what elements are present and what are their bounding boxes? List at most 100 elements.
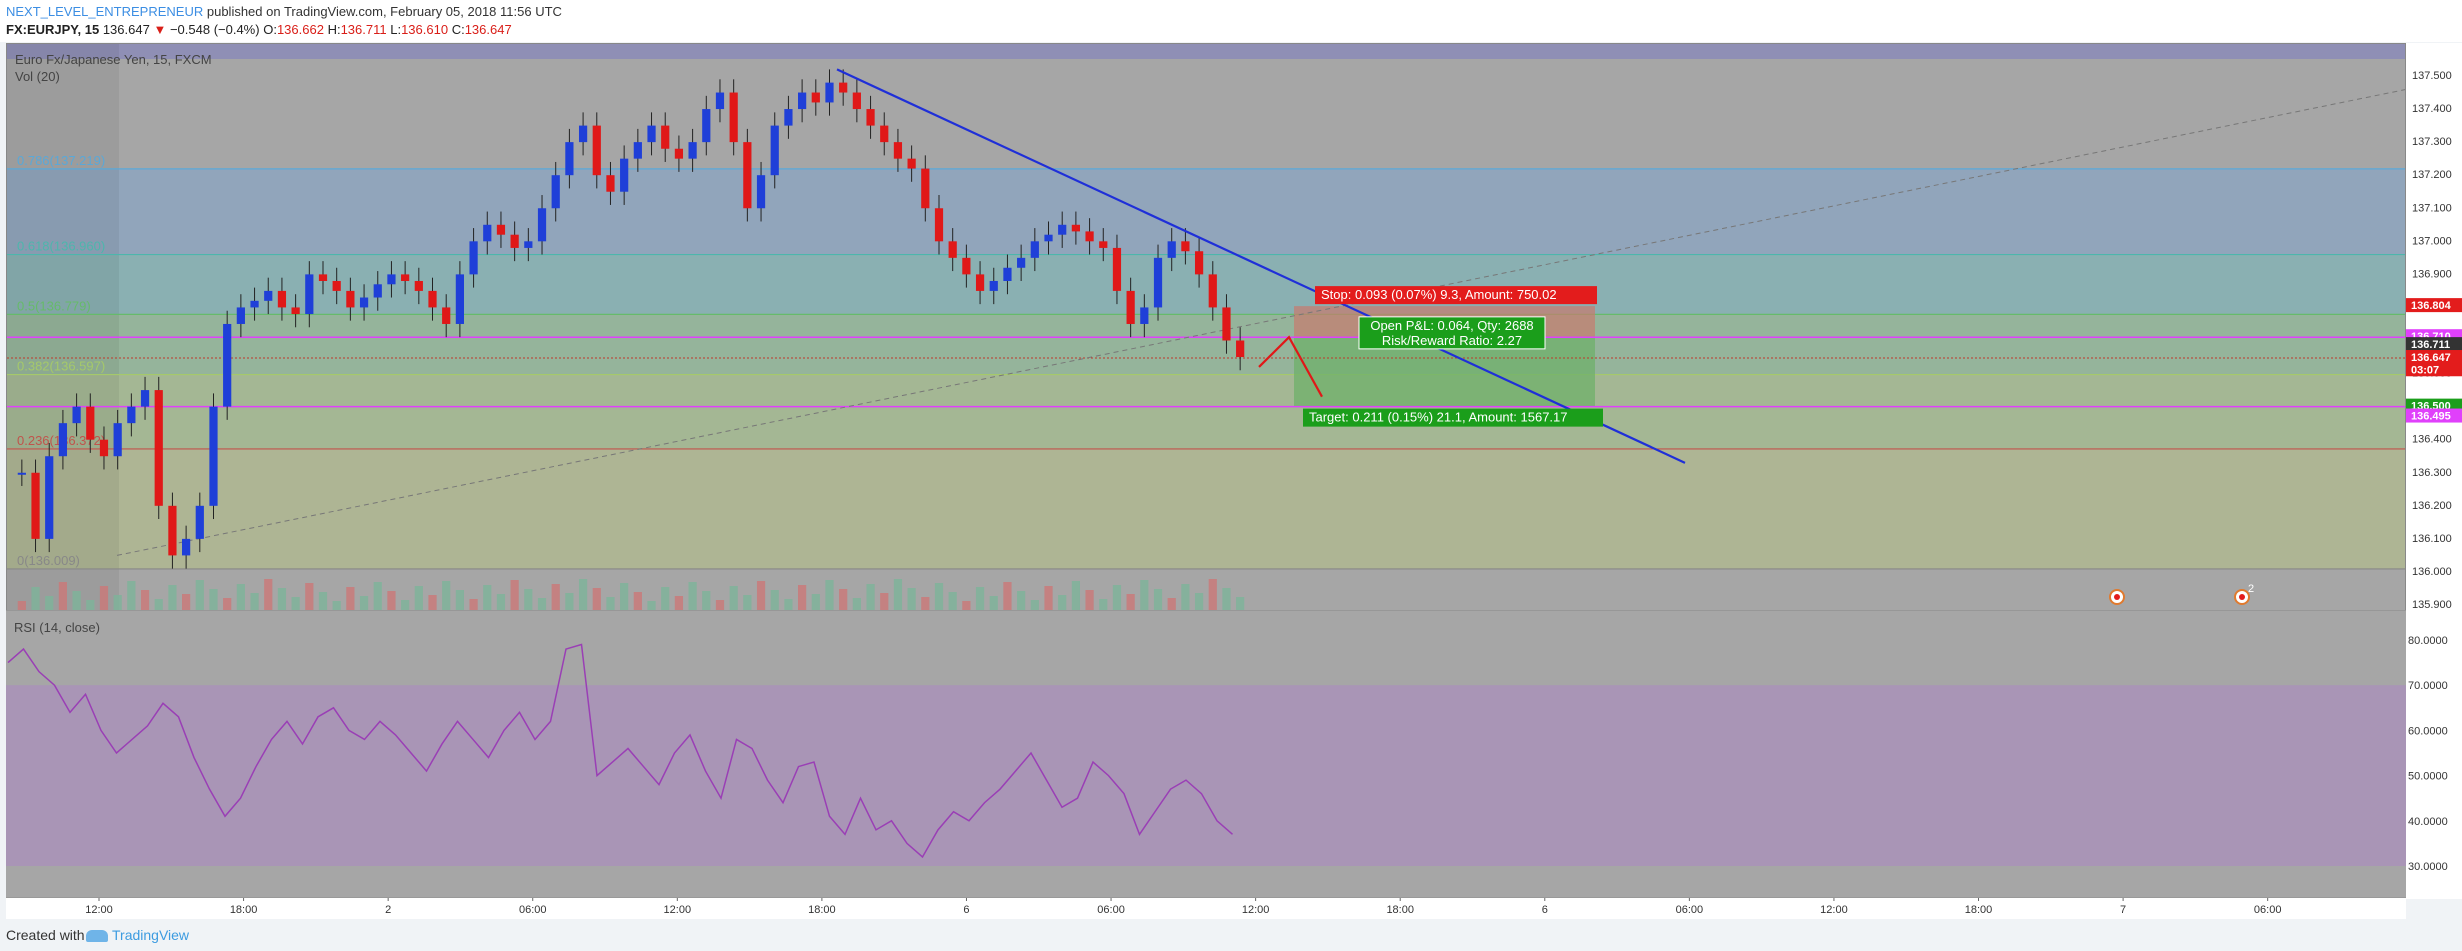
candle[interactable]: [934, 208, 944, 242]
candle[interactable]: [975, 274, 985, 291]
candle[interactable]: [250, 300, 259, 308]
dashed-trendline[interactable]: [116, 89, 2406, 556]
tradingview-logo[interactable]: TradingView: [86, 927, 189, 943]
event-marker-icon[interactable]: [2234, 589, 2250, 605]
candle[interactable]: [1003, 267, 1012, 281]
candle[interactable]: [45, 456, 54, 539]
downtrend-line[interactable]: [836, 68, 1686, 464]
candle[interactable]: [182, 538, 191, 556]
candle[interactable]: [907, 158, 916, 169]
rsi-line[interactable]: [7, 643, 1233, 859]
price-chart-canvas[interactable]: 0.786(137.219) 0.618(136.960) 0.5(136.779)…: [7, 44, 2406, 611]
candle[interactable]: [455, 274, 464, 324]
candle[interactable]: [318, 274, 328, 281]
event-marker-icon[interactable]: [2109, 589, 2125, 605]
candle[interactable]: [784, 109, 793, 126]
candle[interactable]: [373, 284, 382, 298]
candle[interactable]: [729, 92, 738, 143]
candle[interactable]: [277, 290, 287, 308]
candle[interactable]: [565, 142, 574, 176]
candle[interactable]: [839, 82, 848, 93]
author-link[interactable]: NEXT_LEVEL_ENTREPRENEUR: [6, 4, 204, 19]
candle[interactable]: [332, 280, 341, 291]
candle[interactable]: [86, 406, 95, 440]
candle[interactable]: [661, 125, 670, 149]
candle[interactable]: [496, 224, 506, 235]
candle[interactable]: [578, 125, 588, 143]
price-axis[interactable]: 137.500 137.400 137.300 137.200 137.100 137.0…: [2406, 43, 2462, 899]
candle[interactable]: [633, 142, 642, 159]
candle[interactable]: [743, 142, 752, 209]
candle[interactable]: [1153, 257, 1163, 308]
candle[interactable]: [1181, 241, 1190, 252]
candle[interactable]: [1126, 290, 1135, 324]
candle[interactable]: [1208, 274, 1217, 308]
candle[interactable]: [1017, 257, 1026, 268]
candle[interactable]: [291, 307, 300, 315]
candle[interactable]: [537, 208, 547, 242]
candle[interactable]: [99, 439, 109, 457]
candle[interactable]: [1071, 224, 1080, 232]
candle[interactable]: [1194, 251, 1204, 275]
candle[interactable]: [442, 307, 451, 324]
main-chart-pane[interactable]: 0.786(137.219) 0.618(136.960) 0.5(136.779)…: [6, 43, 2406, 633]
candle[interactable]: [359, 297, 369, 308]
rsi-pane[interactable]: RSI (14, close): [6, 610, 2406, 897]
candle[interactable]: [893, 142, 903, 159]
candle[interactable]: [387, 274, 396, 285]
candle[interactable]: [209, 406, 218, 506]
candle[interactable]: [620, 158, 629, 192]
candle[interactable]: [510, 234, 519, 248]
candle[interactable]: [962, 257, 971, 275]
candle[interactable]: [1085, 231, 1094, 242]
candle[interactable]: [1030, 241, 1039, 258]
candle[interactable]: [168, 505, 177, 556]
candle[interactable]: [346, 290, 355, 308]
candle[interactable]: [948, 241, 957, 258]
candle[interactable]: [428, 290, 437, 308]
candle[interactable]: [1112, 247, 1122, 291]
candle[interactable]: [1099, 241, 1108, 248]
candle[interactable]: [31, 472, 40, 539]
candle[interactable]: [1167, 241, 1176, 258]
candle[interactable]: [592, 125, 601, 176]
candle[interactable]: [17, 472, 26, 475]
candle[interactable]: [58, 423, 68, 457]
candle[interactable]: [756, 175, 766, 209]
candle[interactable]: [866, 109, 875, 126]
candle[interactable]: [140, 390, 150, 407]
candle[interactable]: [1140, 307, 1149, 324]
candle[interactable]: [483, 224, 492, 242]
candle[interactable]: [702, 109, 711, 143]
candle[interactable]: [606, 175, 615, 192]
candle[interactable]: [223, 323, 232, 407]
candle[interactable]: [880, 125, 889, 143]
candle[interactable]: [1044, 234, 1053, 242]
candle[interactable]: [825, 82, 834, 103]
candle[interactable]: [1058, 224, 1067, 235]
candle[interactable]: [798, 92, 807, 110]
candle[interactable]: [113, 423, 122, 457]
candle[interactable]: [127, 406, 136, 424]
candle[interactable]: [305, 274, 314, 315]
candle[interactable]: [770, 125, 779, 176]
candle[interactable]: [414, 280, 423, 291]
candle[interactable]: [1222, 307, 1231, 341]
candle[interactable]: [264, 290, 273, 301]
candle[interactable]: [236, 307, 245, 324]
candle[interactable]: [715, 92, 725, 110]
candle[interactable]: [469, 241, 478, 275]
candle[interactable]: [72, 406, 81, 424]
candle[interactable]: [401, 274, 410, 281]
candle[interactable]: [1236, 340, 1245, 358]
candle[interactable]: [524, 241, 533, 248]
time-axis[interactable]: 12:00 18:00 2 06:00 12:00 18:00 6 06:00 12:00 18:…: [6, 897, 2406, 920]
candle[interactable]: [195, 505, 204, 539]
candle[interactable]: [921, 168, 930, 209]
candle[interactable]: [852, 92, 861, 110]
candle[interactable]: [989, 280, 998, 291]
candle[interactable]: [647, 125, 656, 143]
candle[interactable]: [551, 175, 560, 209]
candle[interactable]: [674, 148, 684, 159]
candle[interactable]: [688, 142, 697, 159]
